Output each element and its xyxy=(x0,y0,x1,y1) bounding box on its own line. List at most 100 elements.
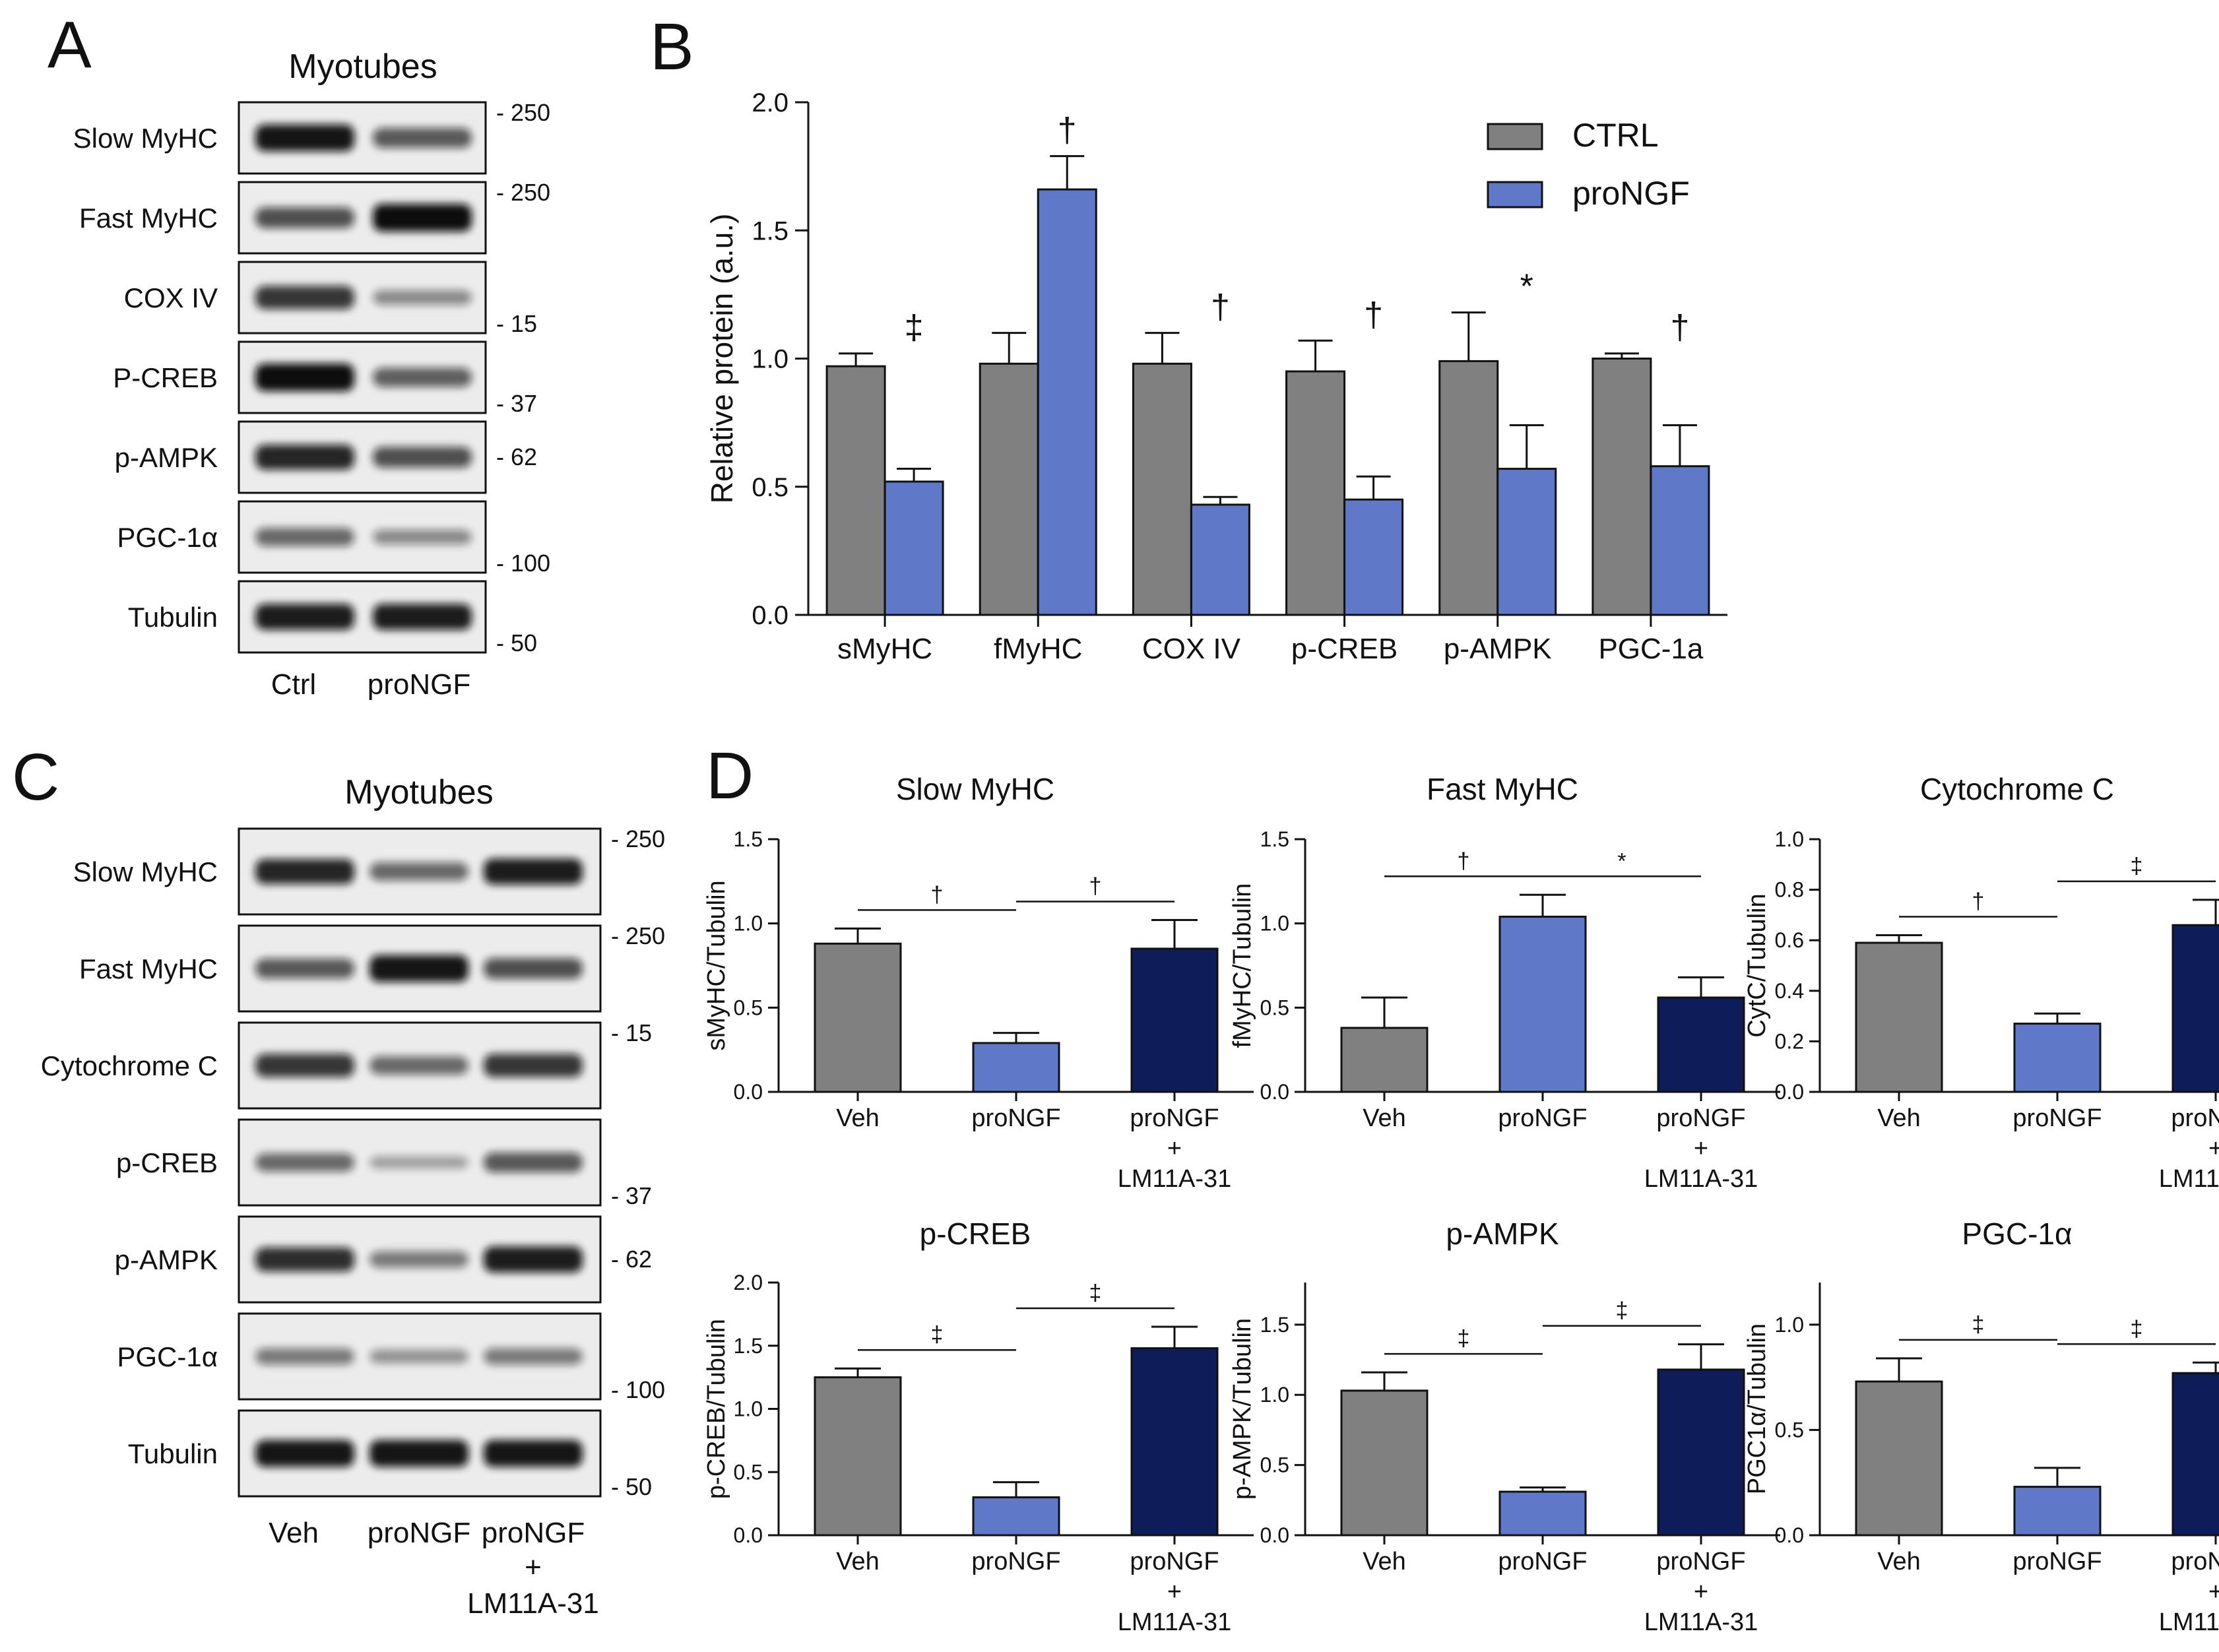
protein-band xyxy=(255,528,354,546)
x-tick-label: proNGF xyxy=(1130,1548,1219,1575)
blot-row-label: Fast MyHC xyxy=(79,203,218,234)
lane-label: proNGF xyxy=(368,1517,470,1549)
lane-label: Veh xyxy=(269,1517,319,1549)
lane-label: Ctrl xyxy=(271,668,316,701)
protein-band xyxy=(484,1246,583,1273)
blot-row-label: p-AMPK xyxy=(115,442,218,473)
x-tick-label: Veh xyxy=(836,1548,880,1575)
protein-band xyxy=(255,604,354,630)
x-tick-label: proNGF xyxy=(1656,1104,1745,1132)
y-tick-label: 1.5 xyxy=(752,216,788,245)
significance-marker: † xyxy=(1089,874,1102,899)
legend-label: proNGF xyxy=(1572,175,1690,212)
molecular-weight-marker: - 50 xyxy=(611,1473,652,1500)
panel-b-bar-chart: B 0.0 0.5 1.0 1.5 2.0 Relative protein (a.u.) s… xyxy=(650,10,1727,665)
bar xyxy=(2171,924,2219,1093)
bar xyxy=(1343,498,1404,616)
y-axis-title: Relative protein (a.u.) xyxy=(705,214,739,504)
x-tick-label: Veh xyxy=(1877,1548,1921,1575)
bar xyxy=(1496,468,1557,616)
x-tick-label: + xyxy=(2208,1578,2219,1606)
bar xyxy=(2013,1486,2102,1537)
blot-row-label: p-CREB xyxy=(116,1147,218,1178)
y-tick-label: 1.0 xyxy=(734,912,763,936)
x-tick-label: + xyxy=(1694,1578,1708,1606)
y-axis-title: p-CREB/Tubulin xyxy=(703,1319,730,1499)
significance-marker: † xyxy=(931,882,944,907)
molecular-weight-marker: - 62 xyxy=(496,443,537,470)
y-tick-label: 0.6 xyxy=(1775,928,1804,952)
molecular-weight-marker: - 250 xyxy=(611,825,665,852)
protein-band xyxy=(255,444,354,470)
molecular-weight-marker: - 37 xyxy=(496,390,537,417)
blot-row-label: Fast MyHC xyxy=(79,953,218,984)
blot-row-label: PGC-1α xyxy=(117,522,218,553)
x-tick-label: + xyxy=(2208,1135,2219,1162)
x-tick-label: proNGF xyxy=(971,1548,1060,1575)
molecular-weight-marker: - 15 xyxy=(496,310,537,337)
y-tick-label: 0.5 xyxy=(1260,1453,1289,1477)
significance-marker: ‡ xyxy=(1089,1281,1102,1306)
bar xyxy=(884,480,944,616)
x-tick-label: + xyxy=(1167,1578,1182,1606)
y-axis-title: p-AMPK/Tubulin xyxy=(1229,1318,1256,1500)
x-tick-label: LM11A-31 xyxy=(1118,1608,1232,1636)
significance-marker: ‡ xyxy=(2131,854,2143,879)
x-tick-label: proNGF xyxy=(2012,1104,2102,1132)
molecular-weight-marker: - 37 xyxy=(611,1182,652,1209)
chart-title: PGC-1α xyxy=(1962,1217,2072,1251)
bar xyxy=(1130,1347,1219,1537)
protein-band xyxy=(255,1247,354,1272)
protein-band xyxy=(255,1153,354,1172)
protein-band xyxy=(484,1054,583,1077)
bar xyxy=(979,362,1039,616)
y-tick-label: 1.0 xyxy=(734,1397,763,1421)
panel-letter: D xyxy=(706,739,754,813)
x-tick-label: proNGF xyxy=(2012,1548,2102,1575)
lane-label: proNGF xyxy=(368,668,470,701)
molecular-weight-marker: - 62 xyxy=(611,1246,652,1273)
x-tick-label: proNGF xyxy=(1498,1548,1587,1575)
chart-title: Slow MyHC xyxy=(896,772,1054,806)
panel-letter: B xyxy=(650,10,694,84)
x-tick-label: PGC-1a xyxy=(1598,633,1703,665)
y-tick-label: 0.5 xyxy=(734,996,763,1019)
molecular-weight-marker: - 250 xyxy=(611,922,665,949)
x-tick-label: Veh xyxy=(836,1104,880,1132)
x-tick-label: proNGF xyxy=(1656,1548,1745,1575)
blot-row-label: Slow MyHC xyxy=(73,856,218,887)
bar xyxy=(1592,358,1652,616)
x-tick-label: proNGF xyxy=(1498,1104,1587,1132)
significance-marker: * xyxy=(1520,268,1533,306)
significance-marker: ‡ xyxy=(1972,1312,1985,1337)
protein-band xyxy=(373,127,472,148)
blot-row-label: Cytochrome C xyxy=(41,1050,218,1081)
bar xyxy=(1340,1027,1429,1093)
y-tick-label: 0.0 xyxy=(734,1523,763,1547)
y-tick-label: 2.0 xyxy=(734,1271,763,1294)
bar xyxy=(1438,360,1499,616)
bar xyxy=(1657,996,1745,1093)
panel-letter: C xyxy=(12,740,59,814)
bar xyxy=(1132,362,1192,616)
panel-letter: A xyxy=(48,8,92,82)
y-axis-title: CytC/Tubulin xyxy=(1743,893,1771,1037)
significance-marker: ‡ xyxy=(1458,1326,1470,1351)
protein-band xyxy=(484,958,583,979)
chart-cytc-tubulin: Cytochrome C 0.0 0.2 0.4 0.6 0.8 1.0 CytC/Tubul… xyxy=(1743,772,2219,1193)
lane-label: proNGF xyxy=(482,1517,585,1549)
protein-band xyxy=(255,1348,354,1365)
legend-swatch xyxy=(1487,123,1543,150)
protein-band xyxy=(255,1440,354,1467)
chart-fmyhc-tubulin: Fast MyHC 0.0 0.5 1.0 1.5 fMyHC/Tubulin Veh pro… xyxy=(1229,772,1780,1193)
bar xyxy=(1498,1490,1587,1537)
y-tick-label: 0.5 xyxy=(1260,996,1289,1019)
blot-row-label: p-AMPK xyxy=(115,1244,218,1275)
x-tick-label: p-CREB xyxy=(1291,633,1398,665)
protein-band xyxy=(370,955,468,982)
protein-band xyxy=(255,1054,354,1077)
significance-marker: † xyxy=(1364,296,1383,334)
bar xyxy=(2013,1023,2102,1093)
y-tick-label: 1.5 xyxy=(734,1334,763,1358)
